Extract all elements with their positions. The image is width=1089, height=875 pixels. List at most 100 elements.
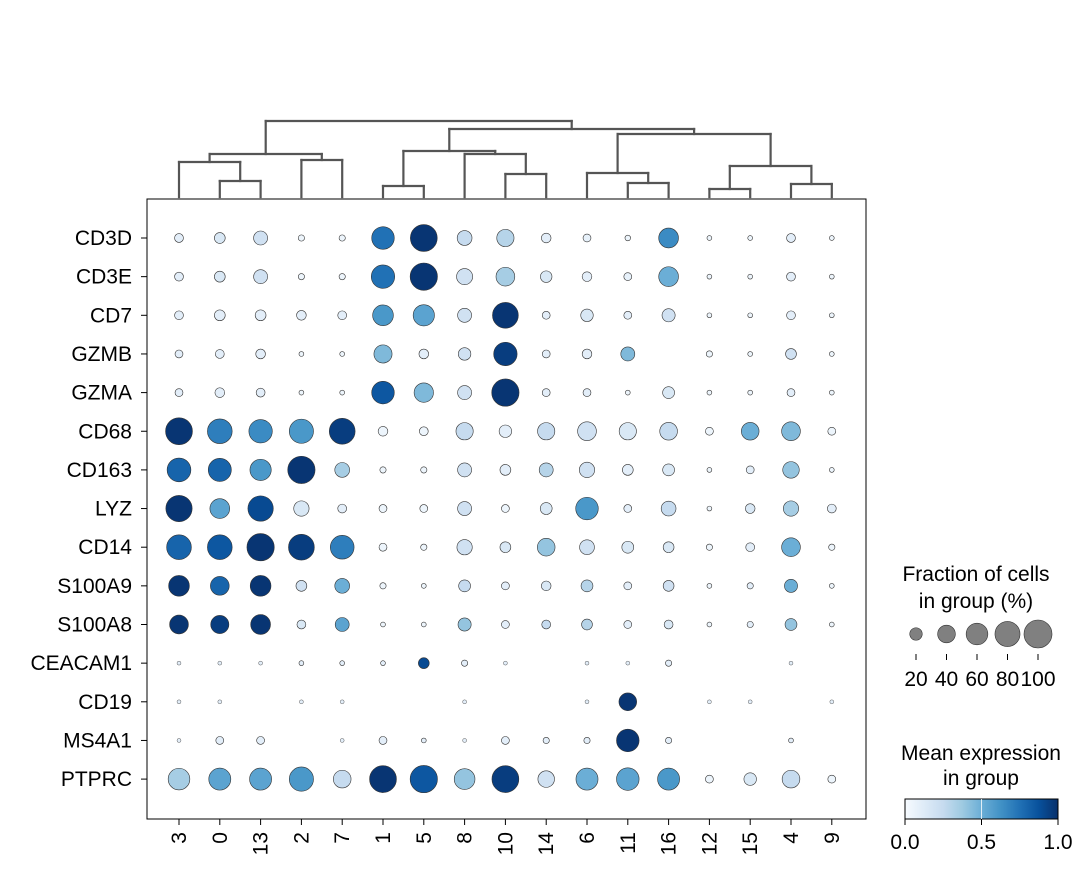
dot-lyz-group-8 bbox=[457, 501, 472, 516]
dot-ptprc-group-6 bbox=[575, 767, 599, 791]
group-label-12: 12 bbox=[698, 832, 721, 855]
dot-ptprc-group-10 bbox=[491, 765, 520, 793]
dot-ceacam1-group-10 bbox=[503, 660, 508, 666]
dot-ptprc-group-12 bbox=[705, 774, 714, 784]
dot-ptprc-group-0 bbox=[208, 767, 232, 791]
dot-cd163-group-15 bbox=[745, 465, 755, 475]
dot-cd68-group-12 bbox=[705, 426, 714, 436]
dot-cd68-group-7 bbox=[328, 418, 356, 445]
dot-cd68-group-6 bbox=[577, 421, 597, 441]
dot-lyz-group-9 bbox=[827, 503, 837, 514]
dot-cd19-group-9 bbox=[829, 699, 834, 704]
dot-cd14-group-1 bbox=[378, 542, 388, 552]
dot-cd7-group-6 bbox=[580, 308, 594, 322]
dot-s100a9-group-7 bbox=[334, 578, 350, 594]
dot-cd14-group-7 bbox=[330, 535, 355, 560]
dot-cd14-group-3 bbox=[166, 534, 192, 560]
dot-s100a9-group-5 bbox=[421, 583, 427, 589]
dot-cd163-group-6 bbox=[579, 461, 595, 478]
dot-s100a8-group-15 bbox=[746, 621, 754, 628]
dot-cd3e-group-8 bbox=[456, 268, 473, 285]
dot-cd163-group-5 bbox=[420, 466, 428, 474]
dot-cd68-group-1 bbox=[377, 426, 389, 437]
gene-label-cd163: CD163 bbox=[67, 459, 132, 482]
dot-gzmb-group-3 bbox=[174, 349, 184, 359]
dot-cd3d-group-11 bbox=[624, 234, 631, 242]
dot-gzmb-group-6 bbox=[581, 348, 593, 360]
dot-cd163-group-13 bbox=[249, 458, 272, 481]
dot-cd163-group-0 bbox=[207, 458, 232, 482]
dot-cd14-group-2 bbox=[288, 533, 315, 561]
dot-cd7-group-1 bbox=[372, 304, 394, 326]
size-legend-label: 20 bbox=[904, 668, 927, 691]
colorbar-ticks: 0.0 0.5 1.0 bbox=[890, 819, 1073, 854]
dot-ptprc-group-2 bbox=[288, 766, 314, 792]
dot-cd3d-group-12 bbox=[706, 235, 713, 241]
size-legend-dot bbox=[1023, 619, 1053, 649]
dot-s100a8-group-3 bbox=[169, 614, 189, 635]
colorbar-tick-label: 1.0 bbox=[1043, 831, 1072, 854]
dot-cd3e-group-6 bbox=[581, 271, 593, 282]
dot-s100a9-group-11 bbox=[623, 581, 633, 591]
dot-s100a8-group-7 bbox=[334, 617, 350, 632]
dot-ms4a1-group-1 bbox=[378, 736, 388, 745]
dot-gzmb-group-10 bbox=[493, 341, 518, 366]
group-label-11: 11 bbox=[617, 832, 640, 854]
group-label-8: 8 bbox=[454, 832, 477, 844]
dot-gzma-group-5 bbox=[413, 382, 434, 403]
dot-cd7-group-0 bbox=[214, 309, 226, 322]
dot-gzma-group-2 bbox=[298, 389, 305, 396]
dot-ceacam1-group-16 bbox=[665, 659, 673, 667]
dot-gzma-group-0 bbox=[214, 387, 225, 398]
dot-cd68-group-4 bbox=[781, 421, 801, 441]
dot-gzmb-group-0 bbox=[215, 349, 225, 359]
dot-ptprc-group-7 bbox=[333, 769, 352, 789]
dot-cd7-group-11 bbox=[623, 311, 633, 320]
size-legend-label: 60 bbox=[965, 668, 988, 691]
dot-cd14-group-9 bbox=[828, 543, 836, 551]
group-label-4: 4 bbox=[780, 832, 803, 844]
gene-label-ms4a1: MS4A1 bbox=[63, 729, 132, 752]
dot-cd68-group-0 bbox=[207, 418, 233, 444]
dot-cd14-group-6 bbox=[579, 539, 595, 555]
dot-cd14-group-16 bbox=[662, 541, 675, 553]
dot-cd68-group-14 bbox=[537, 422, 556, 441]
dot-gzma-group-4 bbox=[786, 388, 796, 397]
gene-label-gzmb: GZMB bbox=[71, 343, 132, 366]
dot-cd7-group-9 bbox=[829, 312, 835, 319]
dot-gzmb-group-9 bbox=[829, 351, 835, 357]
dot-ptprc-group-4 bbox=[781, 769, 801, 789]
dot-gzma-group-13 bbox=[255, 387, 266, 398]
dot-gzma-group-14 bbox=[541, 388, 551, 397]
dot-ceacam1-group-5 bbox=[418, 657, 430, 669]
dot-cd3d-group-14 bbox=[541, 232, 552, 244]
dot-s100a9-group-10 bbox=[501, 581, 510, 591]
dot-cd14-group-12 bbox=[705, 543, 713, 551]
dot-cd3d-group-16 bbox=[658, 227, 679, 249]
dot-ceacam1-group-6 bbox=[584, 660, 590, 666]
dot-s100a9-group-3 bbox=[168, 575, 190, 597]
dot-s100a8-group-16 bbox=[663, 619, 674, 630]
dot-lyz-group-13 bbox=[247, 495, 274, 522]
dot-ptprc-group-1 bbox=[369, 765, 397, 793]
dot-s100a8-group-1 bbox=[380, 621, 386, 628]
group-labels: 3 0 13 2 7 1 5 8 10 14 6 11 16 12 15 4 9 bbox=[168, 819, 844, 855]
dot-ceacam1-group-8 bbox=[461, 659, 469, 667]
dot-cd3d-group-8 bbox=[456, 230, 473, 246]
gene-label-s100a9: S100A9 bbox=[57, 575, 132, 598]
size-legend: Fraction of cells in group (%) 20 40 60 80 1… bbox=[902, 563, 1055, 691]
dot-cd3e-group-5 bbox=[409, 262, 438, 291]
dot-ptprc-group-11 bbox=[616, 767, 640, 791]
dot-cd163-group-12 bbox=[706, 467, 713, 473]
dot-cd3e-group-7 bbox=[338, 273, 346, 281]
dot-gzmb-group-2 bbox=[298, 351, 305, 357]
dot-gzma-group-7 bbox=[339, 389, 345, 396]
size-legend-title-line2: in group (%) bbox=[919, 590, 1033, 613]
gene-label-cd3e: CD3E bbox=[76, 266, 132, 289]
dot-cd163-group-7 bbox=[334, 462, 350, 478]
dot-ceacam1-group-4 bbox=[788, 660, 794, 666]
dot-gzmb-group-8 bbox=[458, 347, 472, 361]
dot-cd163-group-10 bbox=[499, 464, 512, 476]
dot-s100a8-group-2 bbox=[296, 619, 307, 630]
dot-lyz-group-15 bbox=[745, 503, 756, 514]
